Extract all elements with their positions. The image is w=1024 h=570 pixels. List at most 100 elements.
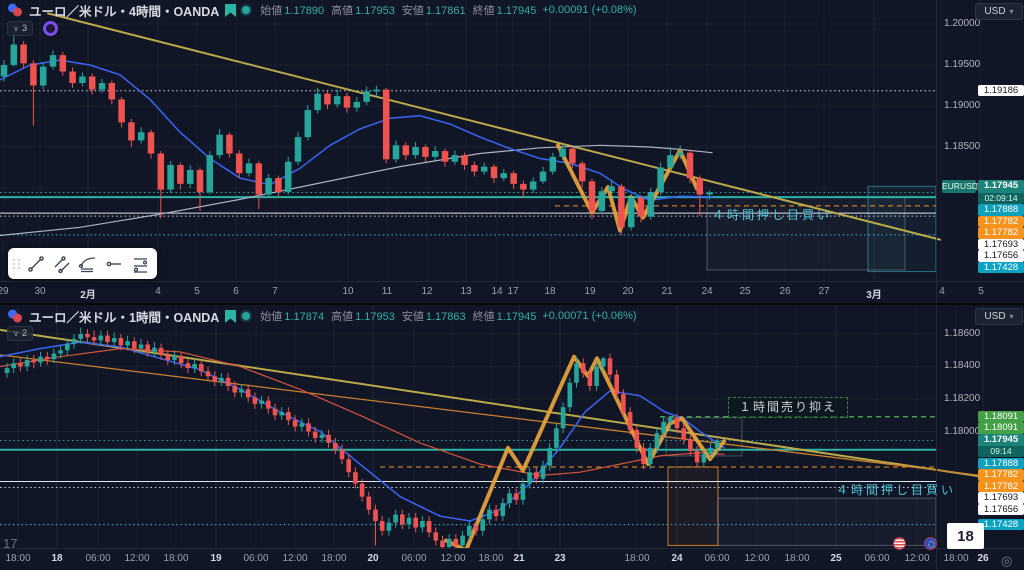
chart-panel-4h[interactable]: ユーロ／米ドル・4時間・OANDA 始値 1.17890 高値 1.17953 安値… bbox=[0, 0, 1024, 303]
time-axis-4h[interactable]: 29 30 2月 4 5 6 7 10 11 12 13 14 17 18 19 20 21 24 25 26 27 3月… bbox=[0, 281, 1024, 303]
parallel-channel-tool-icon[interactable] bbox=[50, 252, 74, 276]
fib-lines-tool-icon[interactable] bbox=[128, 252, 152, 276]
time-tick-label: 18 bbox=[51, 553, 63, 564]
price-level-label: 1.18091 bbox=[978, 410, 1024, 423]
ohlc-values: 始値 1.17890 高値 1.17953 安値 1.17861 終値 1.17945 bbox=[260, 5, 537, 17]
indicator-loading-icon[interactable] bbox=[43, 21, 59, 36]
time-tick-label: 7 bbox=[272, 286, 278, 297]
time-tick-label: 12:00 bbox=[440, 553, 466, 564]
trend-line-tool-icon[interactable] bbox=[24, 252, 48, 276]
time-tick-label: 5 bbox=[978, 286, 984, 297]
gray-ma[interactable] bbox=[0, 144, 713, 237]
price-level-label: 1.18091 bbox=[978, 422, 1024, 434]
time-tick-label: 13 bbox=[460, 286, 472, 297]
price-level-label: 1.17693 bbox=[978, 238, 1024, 251]
time-tick-label: 06:00 bbox=[704, 553, 730, 564]
time-tick-label: 18:00 bbox=[478, 553, 504, 564]
price-tick-label: 1.18400 bbox=[944, 360, 981, 372]
time-tick-label: 06:00 bbox=[864, 553, 890, 564]
indicators-collapse-button[interactable]: ∨ 3 bbox=[7, 21, 34, 36]
candlestick-chart-1h[interactable] bbox=[0, 305, 1024, 548]
eu-flag-event-icon[interactable] bbox=[924, 537, 937, 550]
blue-ma[interactable] bbox=[0, 59, 713, 202]
drawing-toolbar[interactable] bbox=[8, 248, 157, 279]
price-level-label: 1.17428 bbox=[978, 518, 1024, 531]
chart-header-1h: ユーロ／米ドル・1時間・OANDA 始値 1.17874 高値 1.17953 安値… bbox=[7, 308, 637, 325]
zone-box[interactable] bbox=[706, 196, 906, 271]
time-tick-label: 18:00 bbox=[5, 553, 31, 564]
price-tick-label: 1.18200 bbox=[944, 393, 981, 404]
candles-group bbox=[4, 327, 720, 548]
orange-trendline[interactable] bbox=[0, 354, 991, 478]
chevron-down-icon: ▾ bbox=[1009, 312, 1014, 321]
time-tick-label: 4 bbox=[155, 286, 161, 297]
yellow-trendline[interactable] bbox=[0, 328, 991, 479]
change-value: +0.00071 (+0.06%) bbox=[542, 310, 637, 322]
blue-ma[interactable] bbox=[0, 341, 725, 522]
time-tick-label: 29 bbox=[0, 286, 9, 297]
time-tick-label: 19 bbox=[210, 553, 222, 564]
yellow-trendline[interactable] bbox=[47, 12, 941, 241]
chart-header-4h: ユーロ／米ドル・4時間・OANDA 始値 1.17890 高値 1.17953 安値… bbox=[7, 2, 637, 19]
flag-bookmark-icon[interactable] bbox=[225, 3, 237, 17]
current-price-label: 1.17945 02:09:14 bbox=[978, 180, 1024, 204]
time-axis-1h[interactable]: 18:00 18 06:00 12:00 18:00 19 06:00 12:00 18:00 2… bbox=[0, 548, 1024, 570]
zone-box[interactable] bbox=[667, 466, 719, 546]
time-tick-label: 23 bbox=[554, 553, 566, 564]
time-tick-label: 3月 bbox=[866, 290, 882, 301]
scroll-to-realtime-icon[interactable]: ◎ bbox=[1001, 553, 1013, 568]
price-level-label: 1.17656 bbox=[978, 250, 1024, 262]
symbol-title[interactable]: ユーロ／米ドル・1時間・OANDA bbox=[29, 310, 220, 325]
price-tick-label: 1.18000 bbox=[944, 425, 981, 437]
resistance-annotation-1h[interactable]: １時間売り抑え bbox=[728, 397, 848, 418]
price-level-label: 1.17693 bbox=[978, 492, 1024, 504]
flag-bookmark-icon[interactable] bbox=[225, 309, 237, 323]
chevron-down-icon: ▾ bbox=[1009, 7, 1014, 16]
horizontal-ray-tool-icon[interactable] bbox=[102, 252, 126, 276]
time-tick-label: 12:00 bbox=[904, 553, 930, 564]
price-level-label: 1.17782 bbox=[978, 227, 1024, 239]
curve-tool-icon[interactable] bbox=[76, 252, 100, 276]
replay-count-badge[interactable]: 18 bbox=[947, 523, 984, 549]
currency-dropdown[interactable]: USD ▾ bbox=[975, 3, 1023, 20]
us-flag-event-icon[interactable] bbox=[893, 537, 906, 550]
price-level-label: 1.17782 bbox=[978, 469, 1024, 481]
price-axis-4h[interactable]: USD▾ 1.200001.195001.190001.185001.18000… bbox=[936, 0, 1024, 303]
zone-annotation-1h[interactable]: ４時間押し目買い bbox=[836, 483, 957, 497]
time-tick-label: 19 bbox=[584, 286, 596, 297]
time-tick-label: 18:00 bbox=[321, 553, 347, 564]
chart-panel-1h[interactable]: ユーロ／米ドル・1時間・OANDA 始値 1.17874 高値 1.17953 安値… bbox=[0, 305, 1024, 570]
toolbar-drag-handle-icon[interactable] bbox=[12, 255, 22, 273]
currency-dropdown[interactable]: USD ▾ bbox=[975, 308, 1023, 325]
orange-zigzag[interactable] bbox=[444, 354, 726, 548]
market-status-icon bbox=[242, 312, 251, 320]
time-tick-label: 20 bbox=[367, 553, 379, 564]
symbol-tag: EURUSD bbox=[942, 180, 978, 193]
candlestick-chart-4h[interactable] bbox=[0, 0, 1024, 281]
symbol-logo-icon bbox=[8, 309, 22, 323]
indicators-collapse-button[interactable]: ∨ 2 bbox=[7, 326, 34, 341]
time-tick-label: 6 bbox=[233, 286, 239, 297]
time-tick-label: 4 bbox=[939, 286, 945, 297]
price-tick-label: 1.18500 bbox=[944, 140, 981, 152]
symbol-title[interactable]: ユーロ／米ドル・4時間・OANDA bbox=[29, 4, 220, 19]
time-tick-label: 24 bbox=[701, 286, 713, 297]
ohlc-values: 始値 1.17874 高値 1.17953 安値 1.17863 終値 1.17945 bbox=[260, 311, 537, 323]
time-tick-label: 06:00 bbox=[85, 553, 111, 564]
symbol-logo-icon bbox=[8, 3, 22, 17]
time-tick-label: 10 bbox=[342, 286, 354, 297]
time-tick-label: 12:00 bbox=[282, 553, 308, 564]
price-axis-1h[interactable]: USD ▾ 1.18600 1.18400 1.18200 1.18000 1.18091… bbox=[936, 305, 1024, 570]
price-level-label: 1.17888 bbox=[978, 457, 1024, 470]
zone-annotation-4h[interactable]: ４時間押し目買い bbox=[712, 208, 833, 222]
candles-group bbox=[0, 33, 713, 235]
panel-divider[interactable] bbox=[0, 303, 1024, 305]
time-tick-label: 2月 bbox=[80, 290, 96, 301]
time-tick-label: 20 bbox=[622, 286, 634, 297]
time-tick-label: 18:00 bbox=[943, 553, 969, 564]
time-tick-label: 25 bbox=[739, 286, 751, 297]
price-level-label: 1.17888 bbox=[978, 204, 1024, 216]
price-tick-label: 1.19500 bbox=[944, 59, 981, 70]
time-tick-label: 17 bbox=[507, 286, 519, 297]
